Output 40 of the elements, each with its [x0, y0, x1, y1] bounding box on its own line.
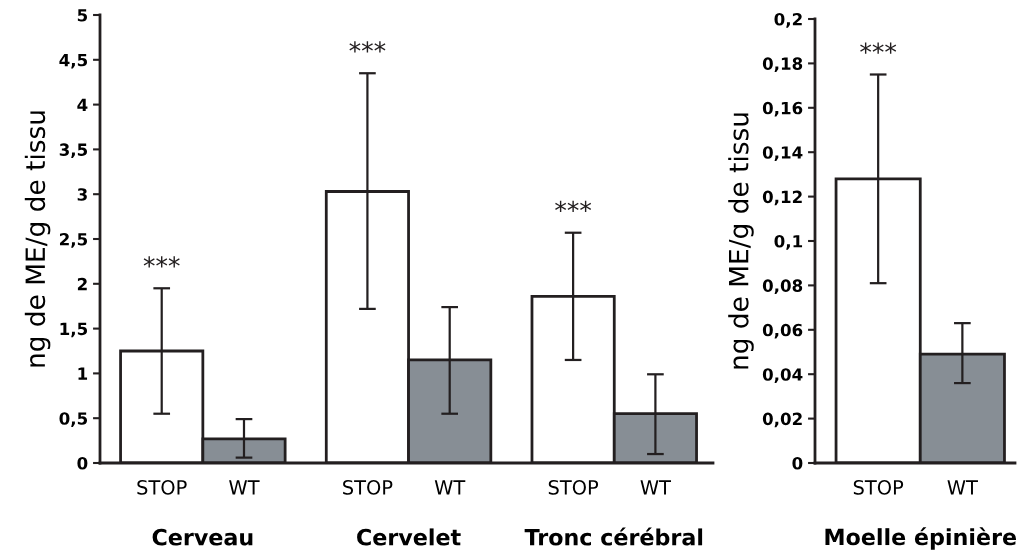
annotation: *** — [143, 256, 180, 268]
x-tick-label: Cerveau — [152, 528, 253, 546]
series-label: WT — [229, 480, 260, 495]
annotation: *** — [860, 42, 897, 54]
y-tick-label: 0,04 — [762, 368, 803, 383]
x-tick-label: Cervelet — [357, 528, 461, 546]
text: WT — [434, 480, 466, 495]
series-label: STOP — [853, 480, 904, 495]
y-tick-label: 4,5 — [59, 53, 88, 69]
y-tick-label: 0,06 — [762, 323, 803, 339]
y-tick-label: 0,02 — [762, 412, 802, 428]
y-tick-label: 0,18 — [762, 57, 803, 73]
y-tick-label: 0,5 — [59, 412, 88, 427]
annotation: *** — [349, 41, 386, 53]
y-tick-label: 2,5 — [59, 232, 88, 248]
y-tick-label: 4 — [77, 98, 88, 111]
y-tick-label: 3,5 — [59, 143, 88, 159]
series-label: WT — [947, 480, 978, 495]
series-label: STOP — [137, 480, 187, 495]
y-tick-label: 0,08 — [762, 279, 803, 295]
x-tick-label: Moelle épinière — [825, 527, 1016, 550]
y-tick-label: 0,16 — [762, 101, 803, 117]
x-tick-label: Tronc cérébral — [524, 527, 703, 546]
y-tick-label: 5 — [77, 9, 88, 22]
text: STOP — [548, 480, 599, 495]
y-tick-label: 0,14 — [762, 146, 803, 161]
y-axis-title: ng de ME/g de tissu — [728, 113, 754, 369]
y-tick-label: 1 — [78, 367, 88, 380]
y-tick-label: 0,12 — [762, 190, 802, 206]
y-tick-label: 3 — [77, 188, 87, 201]
y-tick-label: 0,2 — [774, 12, 802, 28]
y-tick-label: 0 — [792, 456, 803, 470]
text: STOP — [343, 480, 393, 495]
annotation: *** — [555, 200, 592, 213]
y-tick-label: 2 — [77, 277, 87, 291]
y-tick-label: 1,5 — [60, 322, 88, 338]
y-tick-label: 0 — [77, 456, 88, 470]
y-axis-title: ng de ME/g de tissu — [24, 111, 51, 367]
text: WT — [640, 480, 672, 495]
y-tick-label: 0,1 — [774, 234, 803, 250]
